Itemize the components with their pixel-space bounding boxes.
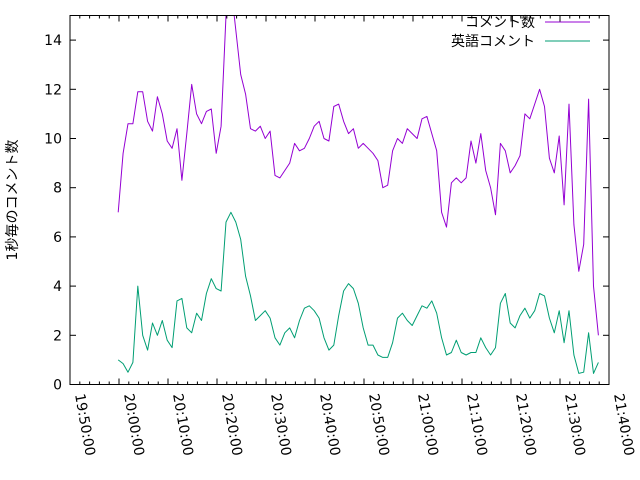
x-tick-label: 20:40:00 — [316, 392, 343, 457]
plot-frame — [69, 15, 610, 385]
series-line-1 — [117, 15, 599, 336]
y-tick-label: 8 — [53, 181, 62, 197]
x-tick-label: 21:30:00 — [561, 392, 588, 457]
y-tick-label: 14 — [44, 33, 62, 49]
x-tick-label: 21:10:00 — [463, 392, 490, 457]
y-tick-label: 2 — [53, 328, 62, 344]
x-tick-label: 20:20:00 — [218, 392, 245, 457]
legend: コメント数 英語コメント — [451, 15, 590, 50]
plot-lines — [117, 15, 599, 374]
x-tick-label: 20:10:00 — [169, 392, 196, 457]
x-tick-label: 21:00:00 — [414, 392, 441, 457]
y-tick-label: 4 — [53, 279, 62, 295]
axes: 0 2 4 6 8 10 12 14 19:50:00 20:00:00 20:10:00 20:20… — [44, 15, 637, 457]
legend-label-series-2: 英語コメント — [451, 33, 535, 50]
y-tick-label: 0 — [53, 378, 62, 394]
x-tick-label: 20:00:00 — [120, 392, 147, 457]
y-tick-label: 12 — [44, 82, 62, 98]
legend-label-series-1: コメント数 — [465, 15, 535, 31]
y-axis-label: 1秒毎のコメント数 — [5, 140, 21, 261]
x-tick-label: 20:30:00 — [267, 392, 294, 457]
series-line-2 — [117, 211, 599, 374]
y-tick-label: 6 — [53, 230, 62, 246]
x-tick-label: 21:40:00 — [610, 392, 637, 457]
x-tick-label: 19:50:00 — [71, 392, 98, 457]
y-tick-label: 10 — [44, 132, 62, 148]
x-tick-label: 21:20:00 — [512, 392, 539, 457]
x-tick-label: 20:50:00 — [365, 392, 392, 457]
